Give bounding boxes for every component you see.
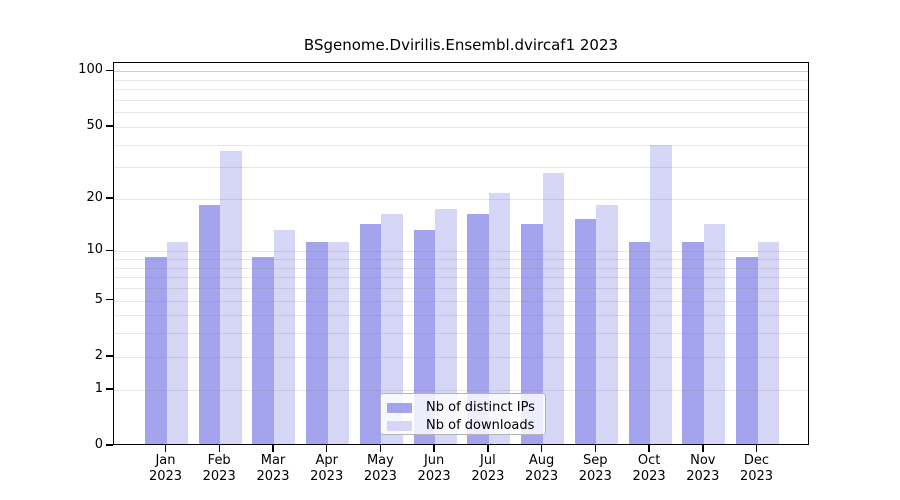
bar-distinct-ips (359, 224, 382, 444)
bar-distinct-ips (413, 229, 436, 444)
bar-downloads (542, 173, 565, 444)
y-gridline (114, 167, 808, 169)
y-gridline (114, 277, 808, 279)
legend-label-distinct-ips: Nb of distinct IPs (426, 400, 535, 415)
y-gridline (114, 356, 808, 358)
legend-swatch-distinct-ips (387, 402, 412, 414)
y-tick (106, 125, 113, 127)
y-gridline (114, 112, 808, 114)
legend-swatch-downloads (387, 420, 412, 432)
x-tick-label: Jul 2023 (471, 453, 505, 484)
bar-downloads (327, 242, 350, 444)
bar-distinct-ips (306, 242, 328, 444)
bar-downloads (650, 144, 672, 444)
x-tick (594, 445, 597, 452)
x-tick-label: Aug 2023 (525, 453, 559, 484)
y-gridline (114, 259, 808, 260)
y-tick (106, 249, 113, 251)
bar-distinct-ips (198, 204, 221, 444)
x-tick (648, 445, 650, 452)
y-tick-label: 20 (86, 189, 103, 205)
bar-downloads (166, 242, 188, 444)
x-tick (433, 445, 435, 452)
y-gridline (114, 79, 808, 81)
bar-distinct-ips (574, 218, 597, 444)
bar-downloads (703, 224, 726, 444)
bar-downloads (381, 213, 403, 444)
bar-distinct-ips (736, 257, 758, 444)
bar-downloads (488, 193, 511, 444)
y-tick-label: 2 (94, 347, 103, 363)
legend: Nb of distinct IPs Nb of downloads (380, 393, 546, 435)
bar-distinct-ips (252, 257, 274, 444)
x-tick (164, 445, 167, 452)
x-tick-label: Jun 2023 (417, 453, 451, 484)
x-tick (540, 445, 543, 452)
bar-distinct-ips (682, 242, 704, 444)
x-tick (272, 445, 274, 452)
y-tick-label: 5 (94, 291, 103, 307)
x-tick (702, 445, 704, 452)
bar-downloads (435, 209, 457, 444)
y-gridline (114, 89, 808, 91)
bar-downloads (273, 229, 296, 444)
y-gridline (114, 198, 808, 200)
y-gridline (114, 288, 808, 289)
bar-distinct-ips (145, 257, 167, 444)
y-gridline (114, 300, 808, 302)
y-gridline (114, 389, 808, 391)
y-gridline (114, 315, 808, 317)
x-tick-label: Sep 2023 (578, 453, 612, 484)
x-tick-label: Apr 2023 (310, 453, 344, 484)
y-gridline (114, 71, 808, 73)
x-tick-label: Oct 2023 (632, 453, 666, 484)
x-tick-label: Mar 2023 (256, 453, 290, 484)
y-gridline (114, 126, 808, 128)
bar-downloads (596, 204, 618, 444)
x-tick-label: May 2023 (363, 453, 397, 484)
y-tick (106, 444, 113, 446)
y-tick-label: 100 (78, 62, 103, 78)
y-tick-label: 1 (94, 380, 103, 396)
bars-layer (114, 63, 808, 444)
y-tick (106, 197, 113, 199)
x-tick (218, 445, 220, 452)
x-tick (487, 445, 489, 452)
bar-distinct-ips (628, 242, 651, 444)
y-gridline (114, 144, 808, 146)
bar-distinct-ips (467, 213, 489, 444)
y-tick (106, 388, 113, 390)
legend-row-distinct-ips: Nb of distinct IPs (387, 399, 545, 417)
y-gridline (114, 267, 808, 269)
legend-label-downloads: Nb of downloads (426, 418, 535, 433)
y-gridline (114, 333, 808, 335)
grid-layer (114, 63, 808, 444)
plot-area (113, 62, 809, 445)
x-tick-label: Jan 2023 (148, 453, 183, 484)
y-tick-label: 0 (94, 437, 103, 452)
y-tick (106, 355, 113, 357)
x-tick-label: Dec 2023 (739, 453, 774, 484)
bar-downloads (220, 150, 242, 444)
bar-downloads (757, 242, 780, 444)
x-tick (755, 445, 758, 452)
y-gridline (114, 99, 808, 101)
x-tick-label: Feb 2023 (202, 453, 236, 484)
y-tick (106, 298, 113, 301)
y-tick-label: 50 (86, 117, 103, 133)
bar-distinct-ips (521, 224, 543, 444)
legend-row-downloads: Nb of downloads (387, 417, 545, 435)
y-gridline (114, 251, 808, 253)
y-tick (106, 69, 113, 71)
x-tick-label: Nov 2023 (686, 453, 720, 484)
x-tick (325, 445, 328, 452)
chart-title: BSgenome.Dvirilis.Ensembl.dvircaf1 2023 (303, 36, 619, 54)
x-tick (379, 445, 382, 452)
y-tick-label: 10 (86, 242, 103, 258)
